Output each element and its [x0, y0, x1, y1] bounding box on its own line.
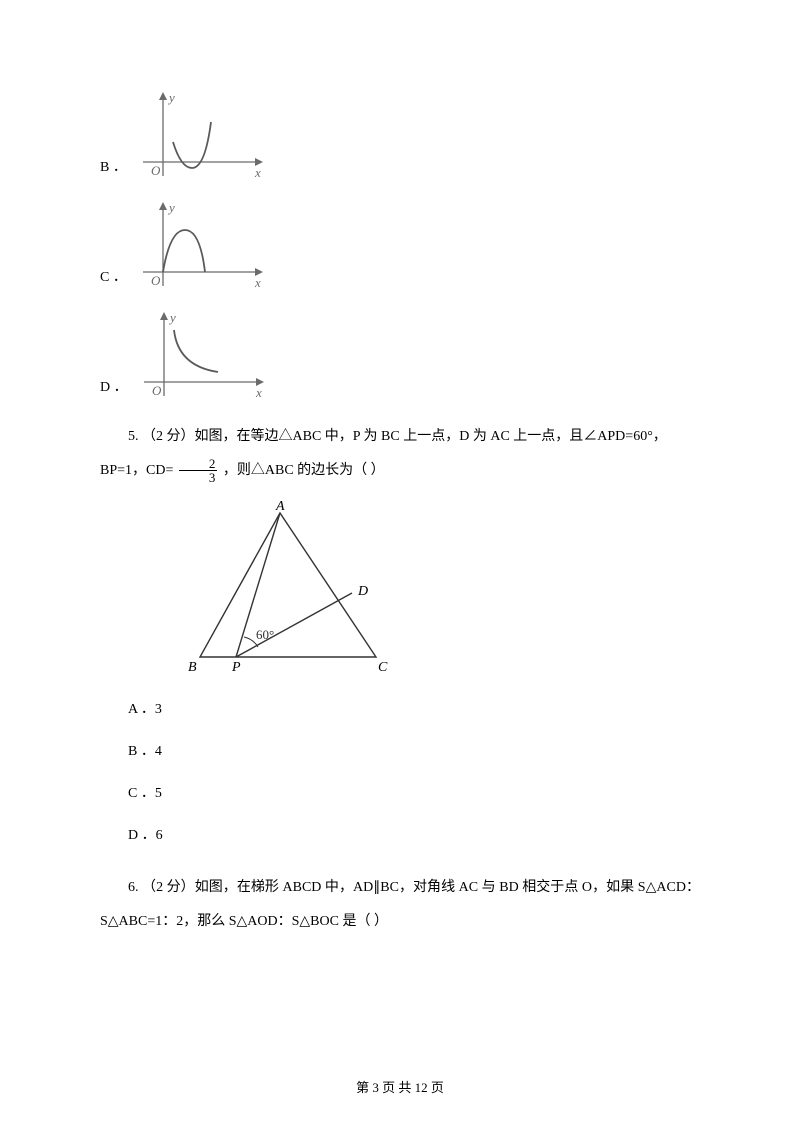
q6-text: 6. （2 分）如图，在梯形 ABCD 中，AD∥BC，对角线 AC 与 BD … — [100, 871, 700, 938]
option-c-graph: C ． y x O — [100, 200, 700, 292]
option-c-letter: C ． — [100, 266, 127, 286]
svg-text:O: O — [151, 273, 161, 288]
svg-text:O: O — [151, 163, 161, 178]
svg-text:P: P — [231, 660, 241, 674]
svg-text:x: x — [254, 275, 261, 290]
svg-text:B: B — [188, 660, 197, 674]
option-b-letter: B ． — [100, 156, 127, 176]
option-b-graph: B ． y x O — [100, 90, 700, 182]
q5-text: 5. （2 分）如图，在等边△ABC 中，P 为 BC 上一点，D 为 AC 上… — [100, 420, 700, 487]
q5-option-c: C ．5 — [128, 787, 700, 801]
graph-c-svg: y x O — [135, 200, 265, 292]
page-footer: 第 3 页 共 12 页 — [0, 1077, 800, 1096]
q5-fraction: 23 — [179, 457, 218, 484]
svg-text:A: A — [275, 499, 285, 514]
svg-text:x: x — [255, 385, 262, 400]
q5-figure: 60° A B C P D — [180, 499, 700, 679]
q5-frac-num: 2 — [179, 457, 218, 471]
svg-text:O: O — [152, 383, 162, 398]
svg-text:y: y — [167, 90, 175, 105]
svg-text:y: y — [168, 310, 176, 325]
q5-option-b: B ．4 — [128, 745, 700, 759]
option-d-letter: D ． — [100, 376, 128, 396]
svg-text:x: x — [254, 165, 261, 180]
graph-b-svg: y x O — [135, 90, 265, 182]
q5-option-d: D ．6 — [128, 829, 700, 843]
svg-text:C: C — [378, 660, 388, 674]
q5-option-a: A ．3 — [128, 703, 700, 717]
svg-text:y: y — [167, 200, 175, 215]
svg-text:60°: 60° — [256, 627, 274, 642]
q5-frac-den: 3 — [179, 471, 218, 484]
svg-text:D: D — [357, 584, 368, 599]
q5-suffix: ，则△ABC 的边长为（ ） — [219, 463, 384, 478]
graph-d-svg: y x O — [136, 310, 266, 402]
option-d-graph: D ． y x O — [100, 310, 700, 402]
triangle-svg: 60° A B C P D — [180, 499, 405, 674]
